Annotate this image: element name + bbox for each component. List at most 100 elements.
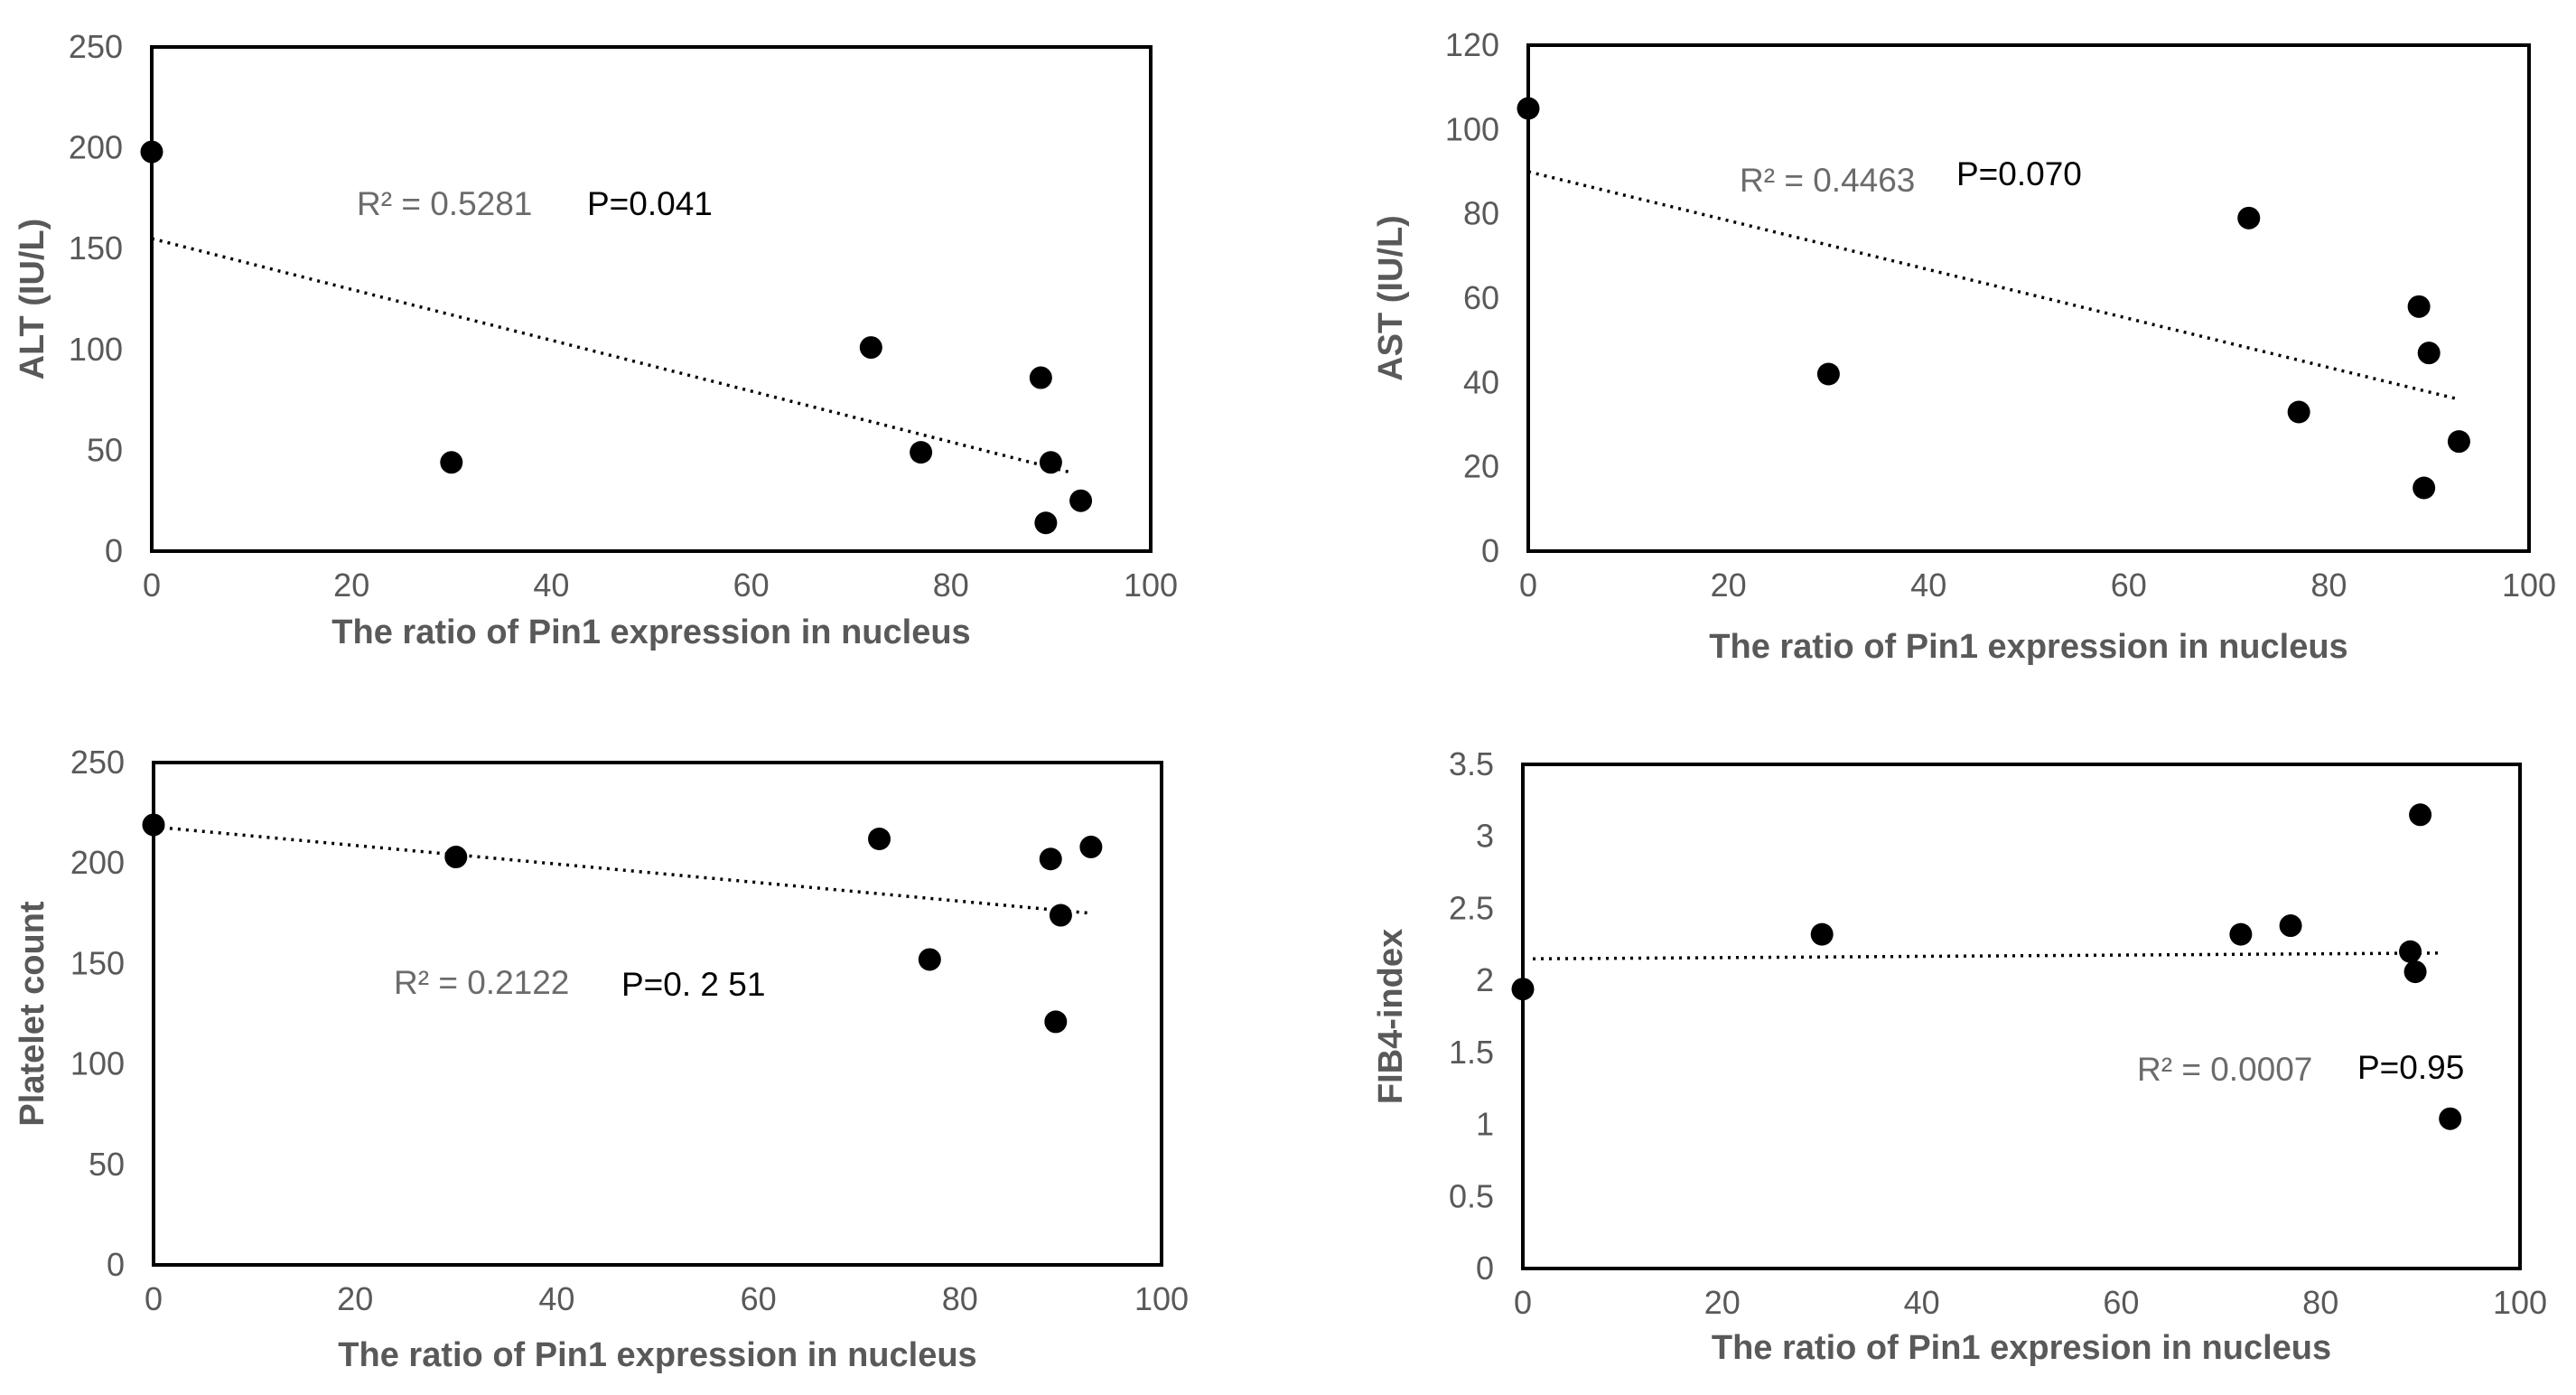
y-tick-label: 3 [1476, 818, 1494, 855]
data-point [859, 336, 882, 360]
x-axis-title: The ratio of Pin1 expression in nucleus [338, 1336, 976, 1374]
y-tick-label: 250 [69, 28, 123, 65]
y-tick-label: 250 [70, 744, 125, 781]
y-tick-label: 100 [70, 1045, 125, 1082]
trendline [1533, 951, 2441, 960]
y-tick-label: 20 [1463, 448, 1499, 485]
x-axis-title: The ratio of Pin1 expression in nucleus [331, 613, 970, 651]
y-tick-label: 2.5 [1449, 889, 1494, 926]
x-tick-label: 100 [2502, 566, 2556, 604]
x-tick-label: 80 [933, 566, 969, 604]
y-tick-label: 50 [89, 1146, 125, 1183]
y-axis-title: AST (IU/L) [1372, 215, 1410, 381]
x-tick-label: 80 [2302, 1284, 2338, 1321]
data-point [1069, 489, 1093, 512]
p-value-label: P=0.95 [2357, 1049, 2464, 1086]
y-axis-title: Platelet count [14, 901, 51, 1126]
x-tick-label: 60 [2103, 1284, 2139, 1321]
y-tick-label: 1 [1476, 1106, 1494, 1143]
x-tick-label: 0 [143, 566, 161, 604]
data-point [2399, 940, 2422, 963]
x-tick-label: 40 [1910, 566, 1946, 604]
data-point [1816, 362, 1840, 386]
plot-area [150, 45, 1153, 553]
x-tick-label: 20 [337, 1280, 373, 1317]
x-tick-label: 20 [1711, 566, 1747, 604]
data-point [444, 846, 468, 869]
data-point [440, 451, 463, 474]
p-value-label: P=0.070 [1956, 155, 2082, 192]
y-tick-label: 2 [1476, 961, 1494, 998]
data-point [1039, 847, 1062, 871]
x-tick-label: 100 [1124, 566, 1178, 604]
plot-area [1521, 763, 2522, 1270]
x-tick-label: 40 [1904, 1284, 1940, 1321]
y-tick-label: 0 [105, 532, 123, 569]
y-tick-label: 40 [1463, 363, 1499, 400]
data-point [2237, 206, 2261, 229]
y-tick-label: 0.5 [1449, 1177, 1494, 1214]
data-point [1810, 922, 1834, 946]
r-squared-label: R² = 0.0007 [2137, 1051, 2312, 1088]
data-point [2409, 803, 2432, 827]
y-tick-label: 0 [107, 1246, 125, 1283]
data-point [1044, 1010, 1068, 1034]
x-tick-label: 40 [533, 566, 569, 604]
y-axis-title: ALT (IU/L) [14, 219, 51, 380]
y-tick-label: 80 [1463, 195, 1499, 232]
y-tick-label: 100 [1445, 110, 1499, 147]
chart-ast: 0 20 40 60 80 100 120 0 20 40 60 80 100 The ratio of … [1372, 26, 2556, 666]
data-point [1049, 903, 1072, 927]
r-squared-label: R² = 0.4463 [1740, 162, 1915, 199]
trendline [153, 825, 1092, 915]
x-tick-label: 20 [1704, 1284, 1741, 1321]
trendline [151, 237, 1071, 474]
data-point [142, 813, 165, 837]
x-tick-label: 100 [1134, 1280, 1189, 1317]
plot-area [1526, 43, 2531, 553]
y-tick-label: 1.5 [1449, 1034, 1494, 1071]
x-tick-label: 20 [333, 566, 369, 604]
data-point [2229, 922, 2253, 946]
r-squared-label: R² = 0.2122 [394, 964, 569, 1001]
data-point [868, 828, 891, 851]
y-tick-label: 150 [69, 229, 123, 267]
data-point [2287, 400, 2310, 424]
x-tick-label: 0 [145, 1280, 163, 1317]
data-point [2279, 914, 2302, 938]
x-tick-label: 40 [538, 1280, 574, 1317]
x-tick-label: 60 [2111, 566, 2147, 604]
y-tick-label: 200 [69, 129, 123, 166]
x-tick-label: 0 [1514, 1284, 1532, 1321]
chart-fib4-index: 0 0.5 1 1.5 2 2.5 3 3.5 0 20 40 60 80 100 The ratio of… [1372, 745, 2547, 1367]
x-axis-title: The ratio of Pin1 expresion in nucleus [1712, 1329, 2331, 1367]
data-point [2403, 960, 2427, 984]
chart-platelet-count: 0 50 100 150 200 250 0 20 40 60 80 100 The ratio of … [14, 744, 1189, 1374]
y-tick-label: 0 [1481, 532, 1499, 569]
data-point [1517, 97, 1540, 120]
data-point [918, 948, 941, 971]
data-point [1511, 978, 1535, 1001]
data-point [1029, 366, 1052, 389]
trendline [1527, 170, 2459, 401]
data-point [2417, 342, 2441, 365]
chart-alt: 0 50 100 150 200 250 0 20 40 60 80 100 The ratio of … [14, 28, 1178, 651]
y-tick-label: 200 [70, 844, 125, 881]
data-point [2413, 476, 2436, 500]
y-tick-label: 3.5 [1449, 745, 1494, 782]
p-value-label: P=0.041 [587, 185, 713, 222]
x-tick-label: 100 [2493, 1284, 2547, 1321]
data-point [1034, 511, 1058, 535]
data-point [140, 140, 163, 164]
y-tick-label: 50 [87, 431, 123, 468]
x-tick-label: 0 [1519, 566, 1537, 604]
p-value-label: P=0. 2 51 [621, 966, 765, 1003]
y-tick-label: 100 [69, 331, 123, 368]
x-tick-label: 80 [2310, 566, 2347, 604]
r-squared-label: R² = 0.5281 [357, 185, 532, 222]
plot-area [152, 761, 1163, 1267]
y-tick-label: 150 [70, 944, 125, 981]
y-tick-label: 120 [1445, 26, 1499, 63]
data-point [910, 441, 933, 464]
